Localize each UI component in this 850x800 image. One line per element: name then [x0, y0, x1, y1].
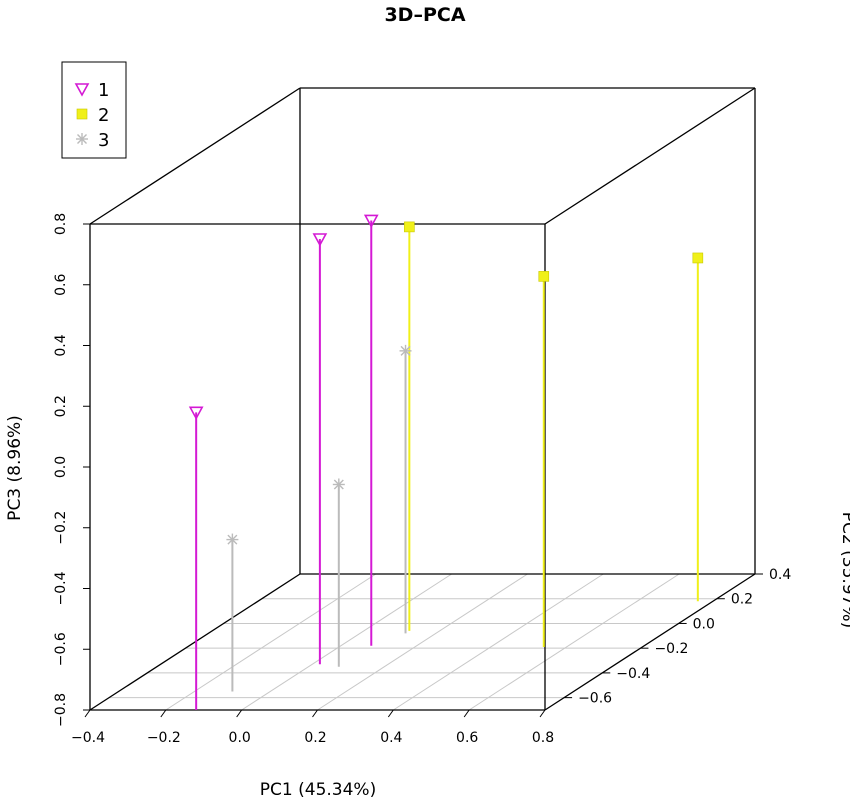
x-tick-mark: [539, 709, 546, 718]
x-tick-mark: [463, 709, 470, 718]
x-tick-label: 0.2: [304, 730, 326, 746]
z-axis-label: PC3 (8.96%): [5, 415, 25, 521]
x-tick-mark: [160, 709, 167, 718]
x-axis-label: PC1 (45.34%): [260, 780, 376, 800]
x-tick-label: −0.4: [71, 730, 105, 746]
x-tick-label: 0.4: [380, 730, 402, 746]
legend-label-2: 2: [98, 105, 109, 126]
x-tick-mark: [84, 709, 91, 718]
point-series-2: [692, 252, 704, 264]
z-tick-label: −0.4: [53, 571, 69, 605]
z-tick-label: 0.4: [53, 334, 69, 356]
legend-marker-3: [76, 133, 88, 145]
chart-title: 3D–PCA: [384, 4, 466, 26]
z-tick-label: 0.0: [53, 456, 69, 478]
point-series-1: [188, 406, 204, 420]
y-tick-label: −0.2: [654, 641, 688, 657]
point-series-3: [226, 533, 239, 546]
point-series-2: [404, 221, 415, 233]
point-series-3: [332, 478, 345, 491]
data-points: [188, 214, 704, 546]
point-series-3: [399, 344, 412, 357]
floor-grid-line: [317, 573, 528, 711]
point-series-1: [312, 233, 328, 247]
tick-labels: −0.4 −0.2 0.0 0.2 0.4 0.6 0.8−0.8−0.6−0.4−0.20…: [53, 213, 791, 746]
y-axis-label: PC2 (35.97%): [838, 512, 850, 628]
z-tick-label: −0.8: [53, 693, 69, 727]
z-tick-label: −0.6: [53, 632, 69, 666]
y-tick-label: 0.0: [693, 616, 715, 632]
floor-grid-line: [165, 573, 377, 711]
z-tick-label: 0.8: [53, 213, 69, 235]
z-tick-label: 0.2: [53, 395, 69, 417]
x-tick-label: 0.0: [229, 730, 251, 746]
x-tick-label: −0.2: [147, 730, 181, 746]
floor-grid-line: [393, 573, 604, 711]
legend-label-1: 1: [98, 80, 109, 101]
floor-grid-line: [241, 573, 452, 711]
point-series-2: [538, 271, 550, 282]
legend: 1 2 3: [61, 61, 127, 159]
box-edge: [89, 573, 301, 711]
z-tick-label: −0.2: [53, 511, 69, 545]
legend-box: [61, 61, 127, 159]
floor-grid-line: [468, 573, 680, 711]
y-tick-label: 0.2: [731, 592, 753, 608]
floor-grid: [109, 573, 717, 711]
z-tick-label: 0.6: [53, 274, 69, 296]
legend-label-3: 3: [98, 130, 109, 151]
legend-marker-2: [76, 108, 88, 120]
y-tick-label: −0.6: [578, 691, 612, 707]
x-tick-mark: [236, 709, 243, 718]
y-tick-label: −0.4: [616, 666, 650, 682]
x-tick-label: 0.6: [456, 730, 478, 746]
point-series-1: [363, 214, 379, 229]
plot-box: [89, 87, 756, 711]
y-tick-label: 0.4: [769, 567, 791, 583]
x-tick-mark: [387, 709, 394, 718]
box-edge: [89, 87, 301, 225]
x-tick-mark: [312, 709, 318, 718]
legend-marker-1: [74, 83, 90, 97]
box-edge: [544, 573, 756, 711]
drop-lines: [195, 220, 699, 710]
x-tick-label: 0.8: [532, 730, 554, 746]
box-edge: [544, 87, 756, 225]
